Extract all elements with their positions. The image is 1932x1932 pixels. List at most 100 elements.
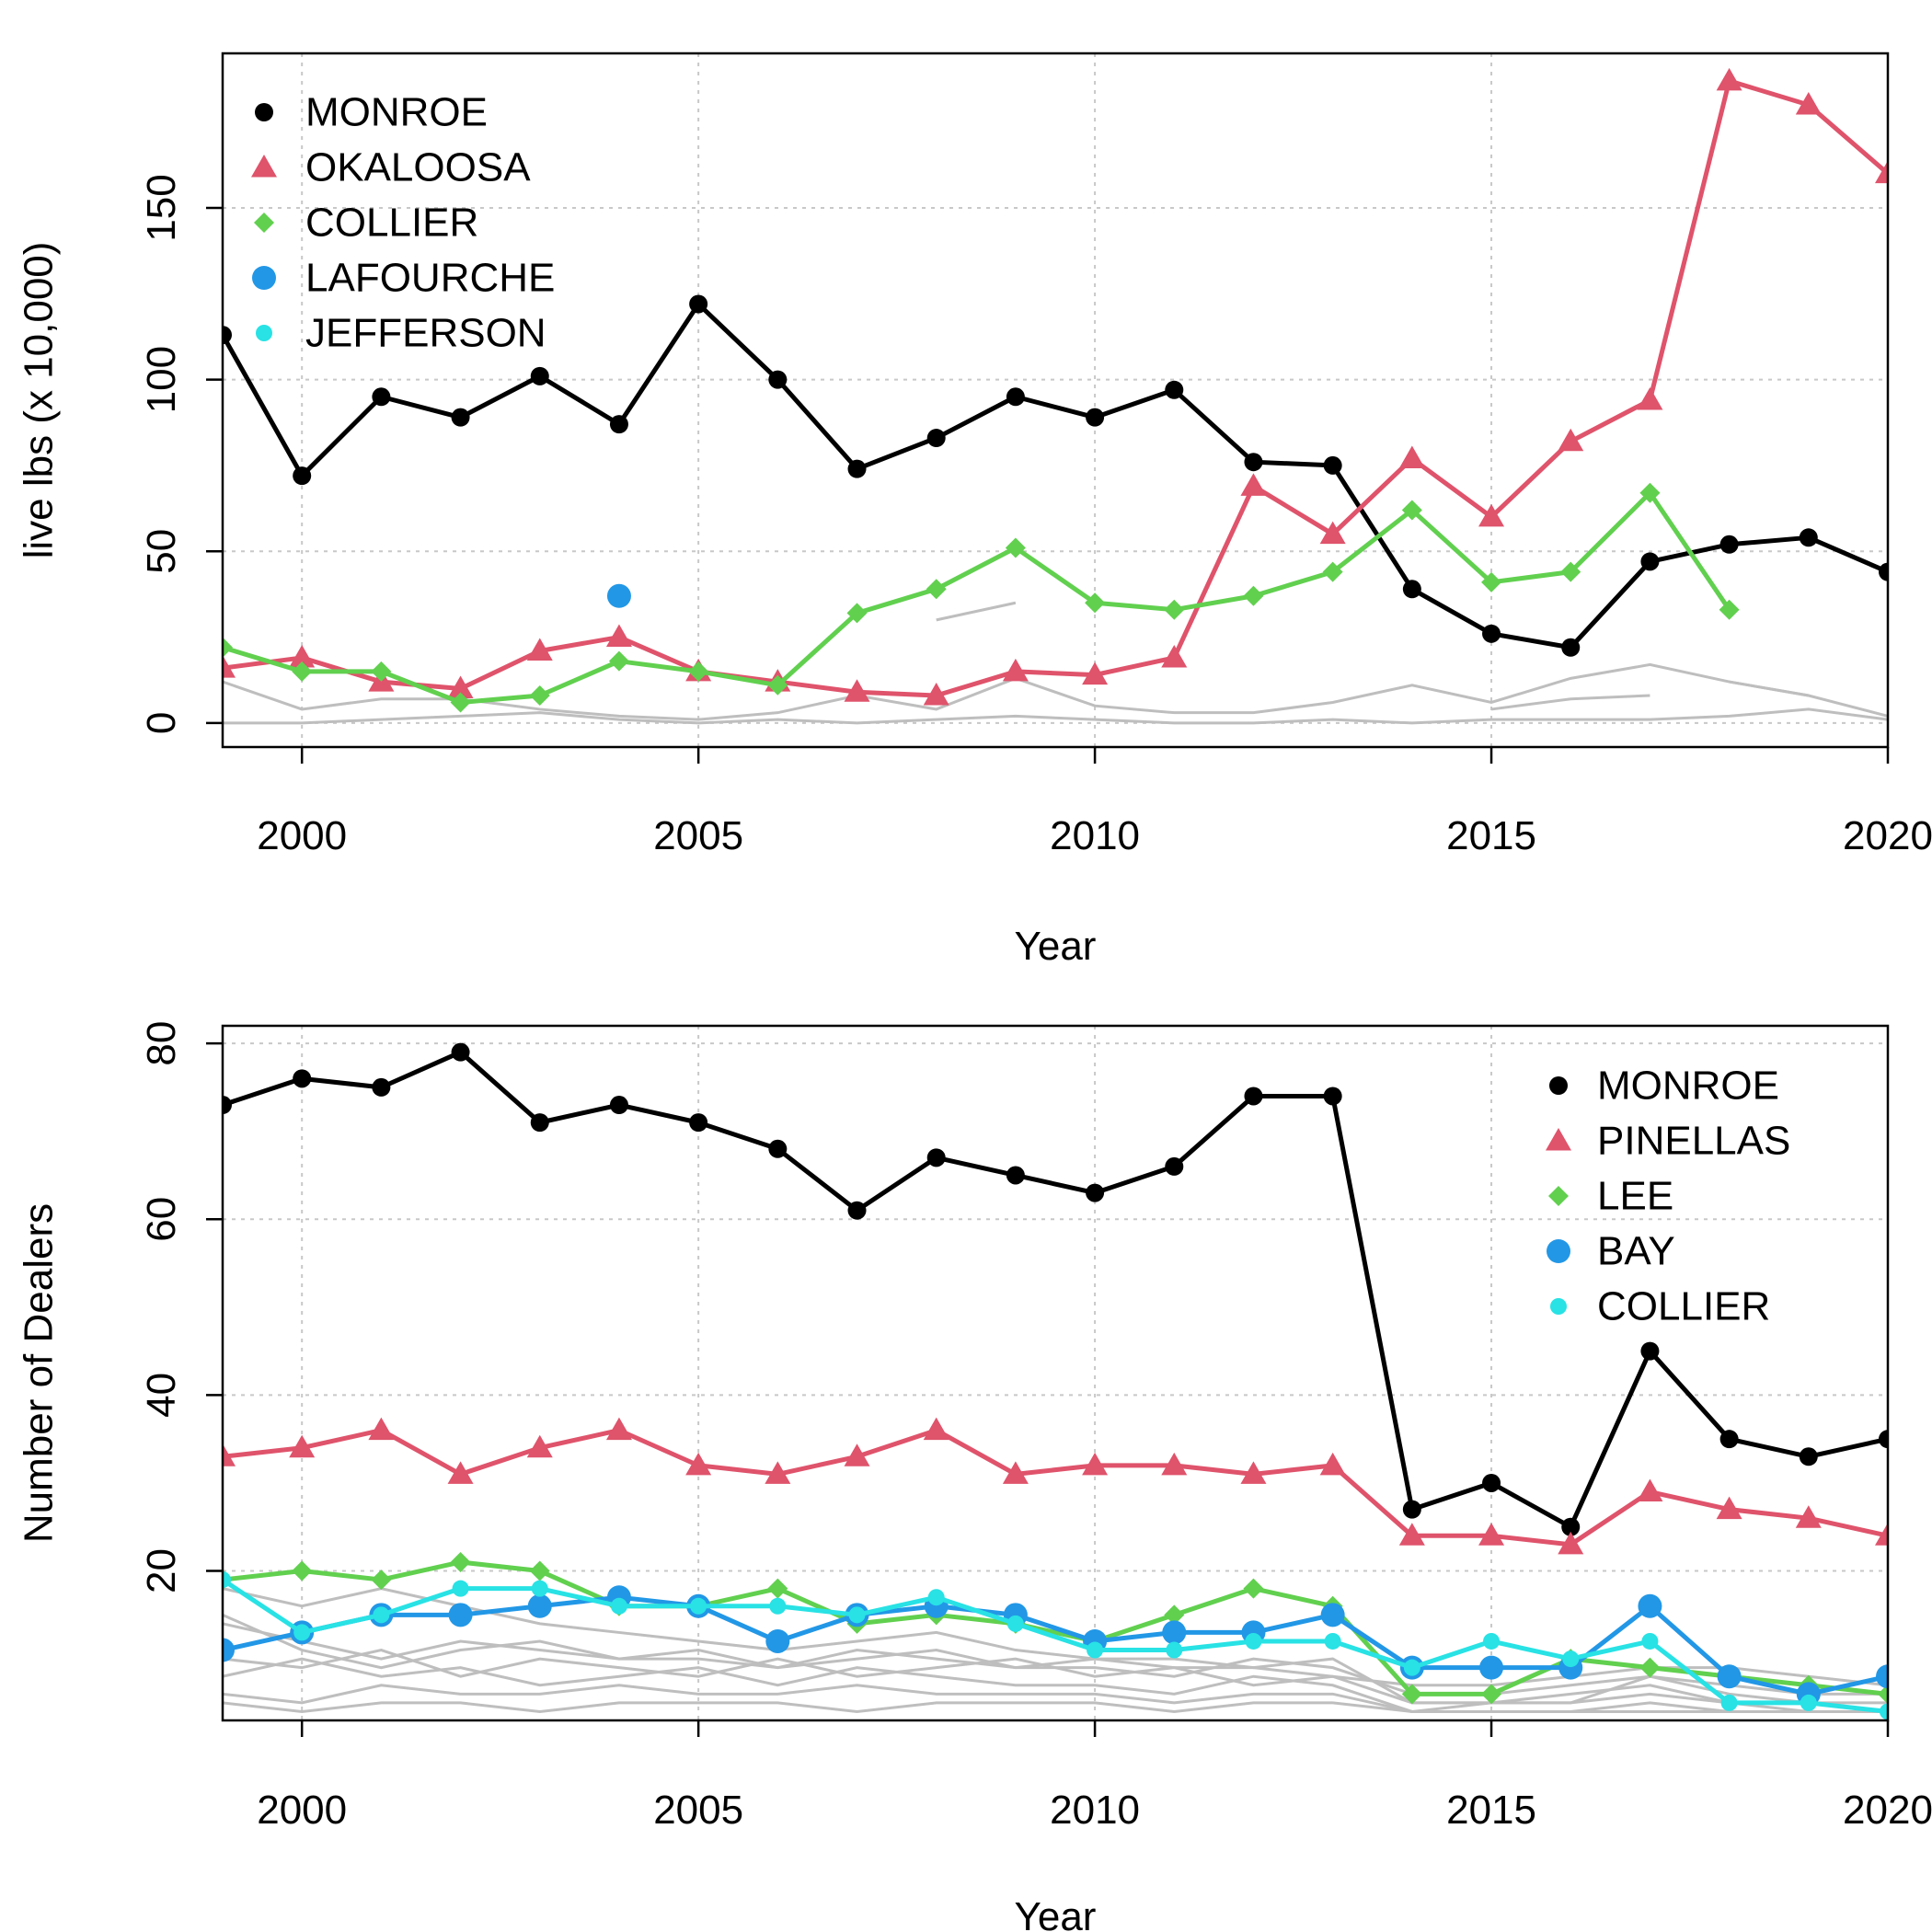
series-monroe-point xyxy=(1006,387,1025,407)
series-okaloosa-point xyxy=(1240,473,1267,496)
series-pinellas-point xyxy=(526,1434,553,1458)
series-collier-point xyxy=(1245,1632,1262,1650)
series-collier-point xyxy=(1322,561,1343,582)
series-monroe-point xyxy=(1482,1473,1501,1492)
series-collier-point xyxy=(688,661,709,682)
series-collier-point xyxy=(1560,561,1581,582)
series-collier-point xyxy=(452,1580,469,1597)
series-bay-line xyxy=(223,1594,1888,1696)
series-pinellas-point xyxy=(223,1443,236,1466)
series-monroe-point xyxy=(1244,453,1263,472)
series-bay-point xyxy=(1320,1603,1345,1627)
legend-symbol xyxy=(256,325,272,341)
y-tick-label: 100 xyxy=(139,346,184,413)
series-okaloosa-point xyxy=(289,644,316,668)
x-tick-label: 2020 xyxy=(1843,1788,1932,1833)
legend-item-bay: BAY xyxy=(1547,1229,1675,1274)
y-tick-label: 60 xyxy=(139,1197,184,1242)
series-collier-point xyxy=(1403,1659,1420,1676)
series-monroe-line xyxy=(223,1050,1888,1530)
series-okaloosa-point xyxy=(526,638,553,661)
x-tick-label: 2020 xyxy=(1843,813,1932,858)
plot-area xyxy=(223,1042,1888,1720)
series-pinellas-point xyxy=(1875,1523,1888,1546)
series-monroe-point xyxy=(451,1042,470,1062)
background-series-line xyxy=(223,1657,1888,1713)
series-collier-point xyxy=(610,1597,627,1615)
series-collier-point xyxy=(1324,1632,1341,1650)
series-monroe-point xyxy=(293,466,312,486)
series-monroe-point xyxy=(1879,1430,1888,1449)
chart-panel-2: 2000 2005 2010 2015 2020 Year 20 40 60 80 Number o… xyxy=(17,1021,1932,1932)
series-monroe-point xyxy=(372,387,391,407)
series-monroe-point xyxy=(1561,638,1581,657)
series-monroe-point xyxy=(1799,1447,1818,1466)
series-lee-point xyxy=(1639,1657,1661,1678)
series-collier-point xyxy=(1562,1650,1580,1668)
series-pinellas-point xyxy=(685,1452,712,1476)
series-collier-point xyxy=(1720,1694,1738,1711)
legend-symbol xyxy=(1550,1298,1567,1315)
legend-label: MONROE xyxy=(305,90,488,135)
y-tick-label: 40 xyxy=(139,1373,184,1418)
series-pinellas-point xyxy=(368,1417,395,1441)
series-monroe-point xyxy=(1719,535,1739,554)
series-okaloosa-point xyxy=(1875,160,1888,184)
series-okaloosa-point xyxy=(1558,428,1584,452)
legend-symbol xyxy=(254,213,274,233)
legend-item-okaloosa: OKALOOSA xyxy=(251,145,531,190)
series-pinellas-point xyxy=(765,1461,791,1484)
series-collier-point xyxy=(1880,1703,1888,1720)
series-monroe-point xyxy=(1640,552,1660,571)
series-pinellas-point xyxy=(1240,1461,1267,1484)
x-axis-title: Year xyxy=(1015,924,1097,969)
series-pinellas-point xyxy=(844,1443,870,1466)
series-lee-point xyxy=(1164,1604,1185,1626)
series-collier-point xyxy=(293,1624,311,1641)
series-okaloosa-point xyxy=(447,675,474,699)
series-monroe-point xyxy=(1165,1156,1184,1176)
series-collier-point xyxy=(223,637,233,658)
series-monroe-point xyxy=(1799,528,1818,547)
series-monroe-point xyxy=(1323,455,1342,475)
series-pinellas-point xyxy=(1637,1478,1663,1502)
series-okaloosa-point xyxy=(1002,658,1029,682)
series-okaloosa-point xyxy=(1319,521,1346,545)
series-collier-point xyxy=(450,692,471,713)
series-okaloosa-point xyxy=(1716,67,1742,91)
series-collier-point xyxy=(1401,500,1422,521)
series-lee-point xyxy=(1401,1684,1422,1705)
series-pinellas-point xyxy=(1319,1452,1346,1476)
series-monroe-point xyxy=(1086,1183,1105,1202)
series-collier-point xyxy=(1164,599,1185,620)
series-lee-point xyxy=(292,1560,313,1581)
legend-item-collier: COLLIER xyxy=(1550,1284,1770,1329)
series-pinellas-line xyxy=(223,1428,1888,1547)
series-pinellas-point xyxy=(923,1417,949,1441)
series-lee-point xyxy=(1878,1684,1888,1705)
series-okaloosa-point xyxy=(1637,387,1663,410)
series-monroe-point xyxy=(372,1077,391,1097)
series-bay-point xyxy=(1876,1664,1888,1689)
series-collier-point xyxy=(1719,599,1740,620)
series-collier-point xyxy=(926,579,947,600)
series-lafourche-point xyxy=(606,583,631,608)
y-tick-label: 20 xyxy=(139,1548,184,1593)
y-axis-title: live lbs (x 10,000) xyxy=(17,242,62,559)
background-series-line xyxy=(223,707,1888,725)
series-lee-point xyxy=(767,1578,788,1599)
series-okaloosa-point xyxy=(923,683,949,706)
x-tick-label: 2010 xyxy=(1050,813,1140,858)
legend-label: LAFOURCHE xyxy=(305,256,555,301)
series-pinellas-point xyxy=(1478,1523,1505,1546)
legend-label: COLLIER xyxy=(1597,1284,1770,1329)
series-collier-point xyxy=(1641,1632,1659,1650)
x-tick-label: 2015 xyxy=(1446,813,1536,858)
background-series-line xyxy=(223,662,1888,721)
series-bay-point xyxy=(765,1628,790,1653)
series-monroe-point xyxy=(1402,580,1421,599)
legend-item-monroe: MONROE xyxy=(255,90,488,135)
series-collier-point xyxy=(1166,1641,1183,1659)
series-okaloosa-point xyxy=(1161,644,1188,668)
